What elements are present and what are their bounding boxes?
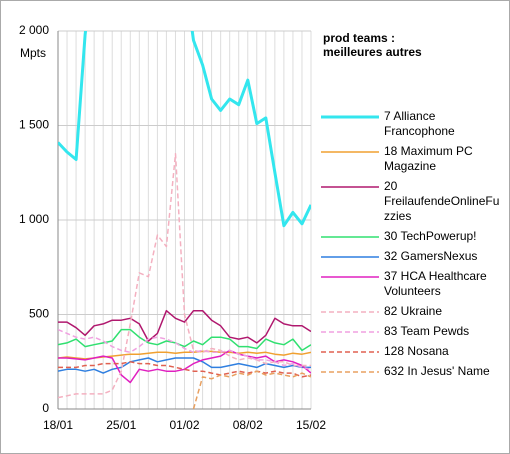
y-axis-label: Mpts (20, 46, 46, 60)
legend-item: 37 HCA Healthcare Volunteers (321, 269, 509, 299)
y-tick-label: 500 (29, 307, 49, 321)
legend-label: 128 Nosana (384, 344, 449, 358)
legend-item: 83 Team Pewds (321, 324, 509, 339)
legend-swatch (321, 351, 379, 353)
legend-label: 32 GamersNexus (384, 249, 478, 263)
series-group (58, 31, 311, 409)
series-line (58, 153, 311, 399)
legend-label: 7 Alliance Francophone (384, 109, 455, 138)
series-line (58, 328, 311, 352)
x-tick-label: 01/02 (169, 418, 199, 432)
legend-label: 82 Ukraine (384, 304, 443, 318)
x-tick-label: 15/02 (296, 418, 326, 432)
x-tick-label: 18/01 (43, 418, 73, 432)
legend-item: 128 Nosana (321, 344, 509, 359)
series-line (58, 349, 311, 384)
legend-swatch (321, 186, 379, 188)
legend-label: 632 In Jesus' Name (384, 364, 490, 378)
series-line (58, 357, 311, 374)
legend-item: 20 FreilaufendeOnlineFuzzies (321, 179, 509, 224)
legend-swatch (321, 331, 379, 333)
legend: 7 Alliance Francophone 18 Maximum PC Maga… (321, 109, 509, 379)
legend-swatch (321, 236, 379, 238)
legend-label: 30 TechPowerup! (384, 229, 477, 243)
legend-label: 18 Maximum PC Magazine (384, 144, 473, 173)
legend-swatch (321, 276, 379, 278)
legend-label: 20 FreilaufendeOnlineFuzzies (384, 179, 500, 223)
series-line (58, 361, 311, 378)
legend-item: 30 TechPowerup! (321, 229, 509, 244)
series-line (58, 31, 311, 228)
legend-item: 632 In Jesus' Name (321, 364, 509, 379)
y-tick-label: 0 (42, 401, 49, 415)
legend-item: 32 GamersNexus (321, 249, 509, 264)
legend-label: 83 Team Pewds (384, 324, 470, 338)
series-line (192, 370, 311, 409)
legend-label: 37 HCA Healthcare Volunteers (384, 269, 487, 298)
y-tick-label: 2 000 (19, 23, 49, 37)
legend-swatch (321, 311, 379, 313)
legend-swatch (321, 151, 379, 153)
legend-swatch (321, 115, 379, 119)
series-line (58, 309, 311, 344)
legend-swatch (321, 256, 379, 258)
y-tick-label: 1 500 (19, 118, 49, 132)
legend-item: 82 Ukraine (321, 304, 509, 319)
x-tick-label: 25/01 (106, 418, 136, 432)
x-tick-label: 08/02 (233, 418, 263, 432)
legend-item: 18 Maximum PC Magazine (321, 144, 509, 174)
legend-item: 7 Alliance Francophone (321, 109, 509, 139)
y-tick-label: 1 000 (19, 212, 49, 226)
series-line (58, 328, 311, 371)
legend-title: prod teams : meilleures autres (323, 31, 422, 59)
legend-swatch (321, 371, 379, 373)
